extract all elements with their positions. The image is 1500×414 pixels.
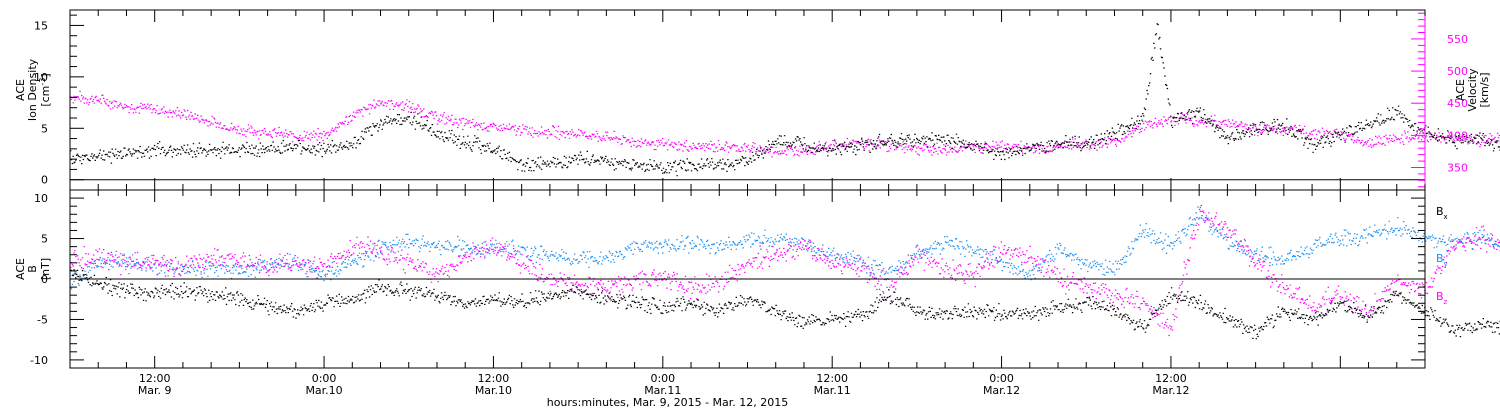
right-ylabel-line1: ACE: [1454, 79, 1467, 101]
x-tick-date-label: Mar.10: [305, 384, 342, 397]
x-tick-date-label: Mar.10: [475, 384, 512, 397]
legend-item-x: Bx: [1436, 205, 1448, 221]
top-left-tick-label: 0: [41, 174, 48, 187]
top-left-tick-label: 15: [34, 19, 48, 32]
top-right-tick-label: 350: [1447, 162, 1468, 175]
x-tick-date-label: Mar. 9: [138, 384, 172, 397]
top-left-tick-label: 10: [34, 71, 48, 84]
x-tick-date-label: Mar.11: [814, 384, 851, 397]
top-left-tick-label: 5: [41, 122, 48, 135]
bx-series-points: [70, 269, 1500, 340]
bottom-left-tick-label: 0: [41, 273, 48, 286]
bz-series-points: [70, 205, 1500, 337]
x-tick-time-label: 12:00: [478, 372, 510, 385]
bottom-ylabel-line1: ACE: [14, 258, 27, 280]
top-ylabel-line1: ACE: [14, 79, 27, 101]
top-right-ylabel: ACE Velocity [km/s]: [1454, 68, 1491, 112]
x-tick-time-label: 12:00: [1155, 372, 1187, 385]
density-series: [70, 23, 1500, 177]
x-tick-time-label: 0:00: [650, 372, 675, 385]
velocity-series-points: [70, 90, 1500, 158]
top-ylabel-line3: [cm-3]: [38, 73, 53, 106]
top-right-tick-label: 550: [1447, 33, 1468, 46]
bottom-left-tick-label: 10: [34, 192, 48, 205]
bottom-ylabel-line3: [nT]: [39, 258, 52, 280]
bottom-left-tick-label: -5: [37, 313, 48, 326]
x-tick-time-label: 12:00: [139, 372, 171, 385]
top-left-ylabel: ACE Ion Density [cm-3]: [14, 58, 52, 121]
x-tick-date-label: Mar.12: [983, 384, 1020, 397]
density-series-points: [70, 23, 1500, 177]
x-tick-date-label: Mar.11: [644, 384, 681, 397]
x-tick-time-label: 0:00: [312, 372, 337, 385]
bottom-left-tick-label: -10: [30, 354, 48, 367]
x-tick-date-label: Mar.12: [1152, 384, 1189, 397]
top-right-tick-label: 500: [1447, 65, 1468, 78]
x-tick-time-label: 12:00: [816, 372, 848, 385]
by-series: [70, 206, 1500, 290]
bx-series: [70, 269, 1500, 340]
bottom-ylabel-line2: B: [26, 265, 39, 273]
x-axis-label: hours:minutes, Mar. 9, 2015 - Mar. 12, 2…: [547, 396, 789, 409]
top-ylabel-line2: Ion Density: [26, 58, 39, 121]
top-right-tick-label: 450: [1447, 97, 1468, 110]
bz-series: [70, 205, 1500, 337]
x-tick-time-label: 0:00: [989, 372, 1014, 385]
bottom-left-ylabel: ACE B [nT]: [14, 258, 52, 280]
top-right-tick-label: 400: [1447, 129, 1468, 142]
right-ylabel-line2: Velocity: [1466, 68, 1479, 112]
legend-item-y: By: [1436, 252, 1448, 268]
velocity-series: [70, 90, 1500, 158]
bottom-left-tick-label: 5: [41, 233, 48, 246]
legend-item-z: Bz: [1436, 290, 1448, 306]
by-series-points: [70, 206, 1500, 290]
right-ylabel-line3: [km/s]: [1478, 72, 1491, 107]
